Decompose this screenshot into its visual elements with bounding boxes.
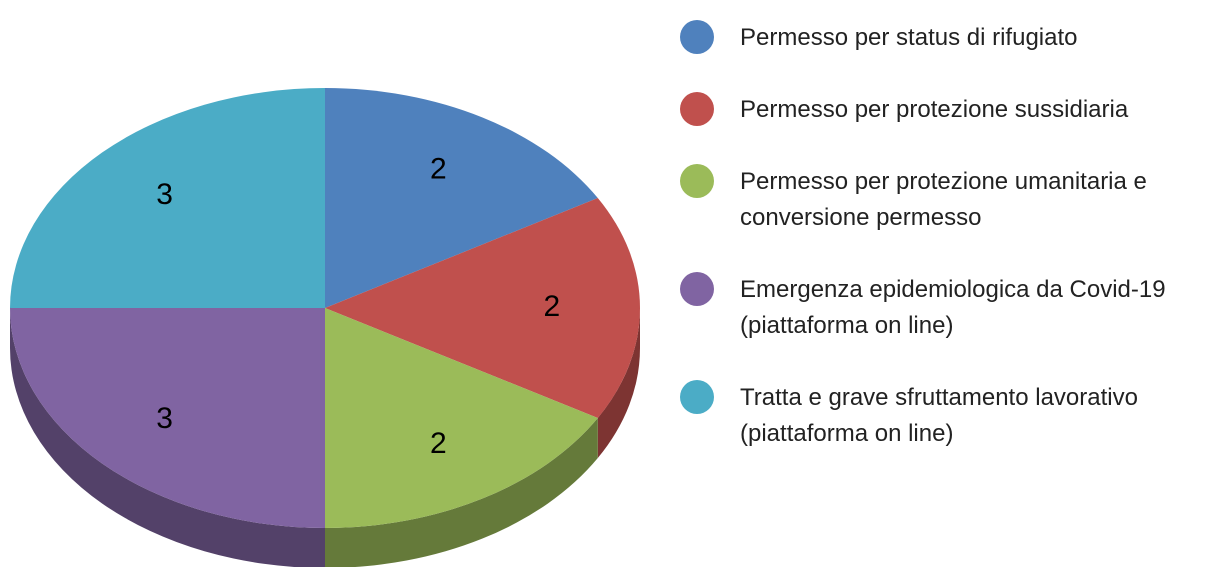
- slice-side: [10, 308, 325, 567]
- legend-item: Permesso per protezione sussidiaria: [680, 92, 1210, 128]
- slice-side: [597, 308, 640, 458]
- legend-item: Emergenza epidemiologica da Covid-19 (pi…: [680, 272, 1210, 344]
- slice: [325, 198, 640, 418]
- legend-label: Permesso per protezione sussidiaria: [740, 96, 1129, 123]
- legend-swatch: [680, 92, 714, 126]
- data-label: 2: [430, 427, 447, 460]
- legend-swatch: [680, 380, 714, 414]
- slice: [10, 88, 325, 308]
- legend-item: Permesso per protezione umanitaria e con…: [680, 164, 1210, 236]
- legend-item: Tratta e grave sfruttamento lavorativo (…: [680, 380, 1210, 452]
- legend-label: Permesso per status di rifugiato: [740, 24, 1078, 51]
- data-label: 2: [543, 290, 560, 323]
- legend-label: Emergenza epidemiologica da Covid-19 (pi…: [740, 276, 1166, 339]
- legend-swatch: [680, 164, 714, 198]
- legend-swatch: [680, 20, 714, 54]
- slice: [325, 308, 598, 528]
- legend-swatch: [680, 272, 714, 306]
- legend-label: Tratta e grave sfruttamento lavorativo (…: [740, 384, 1138, 447]
- chart: 2 2 2 3 3: [10, 88, 640, 567]
- legend-item: Permesso per status di rifugiato: [680, 20, 1210, 56]
- legend-label: Permesso per protezione umanitaria e con…: [740, 168, 1147, 231]
- slice: [325, 88, 598, 308]
- data-label: 2: [430, 153, 447, 186]
- legend: Permesso per status di rifugiato Permesso…: [680, 20, 1210, 488]
- data-label: 3: [156, 178, 173, 211]
- data-label: 3: [156, 402, 173, 435]
- slice: [10, 308, 325, 528]
- slice-side: [325, 418, 598, 567]
